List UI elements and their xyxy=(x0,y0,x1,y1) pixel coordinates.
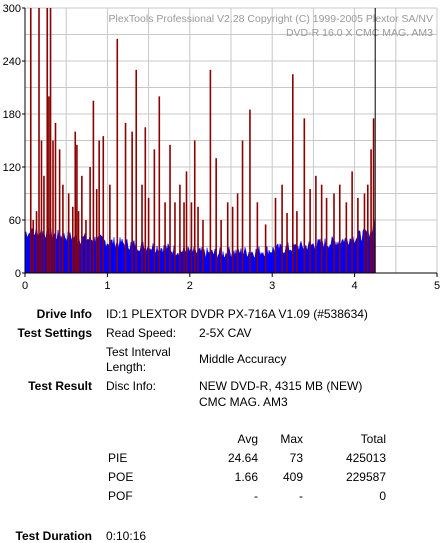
row-pie-name: PIE xyxy=(108,451,128,465)
watermark-line: DVD-R 16.0 X CMC MAG. AM3 xyxy=(286,27,433,39)
test-duration-label: Test Duration xyxy=(15,529,92,543)
y-tick-labels: 0 60 120 180 240 300 xyxy=(3,3,21,280)
x-tick-label: 5 xyxy=(434,280,440,292)
chart-axes xyxy=(22,7,438,277)
x-tick-label: 1 xyxy=(104,280,110,292)
error-chart: PlexTools Professional V2.28 Copyright (… xyxy=(3,3,440,292)
x-tick-label: 2 xyxy=(187,280,193,292)
col-header-max: Max xyxy=(280,432,303,446)
y-tick-label: 120 xyxy=(3,162,21,174)
test-settings-label: Test Settings xyxy=(17,326,92,340)
col-header-total: Total xyxy=(360,432,386,446)
x-tick-label: 0 xyxy=(22,280,28,292)
interval-label-line1: Test Interval xyxy=(106,345,171,359)
read-speed-value: 2-5X CAV xyxy=(199,326,252,340)
row-pie-avg: 24.64 xyxy=(227,451,258,465)
read-speed-label: Read Speed: xyxy=(106,326,177,340)
test-result-label: Test Result xyxy=(28,379,92,393)
drive-info-value: ID:1 PLEXTOR DVDR PX-716A V1.09 (#538634… xyxy=(106,307,368,321)
interval-label-line2: Length: xyxy=(106,360,147,374)
row-poe-total: 229587 xyxy=(345,470,386,484)
chart-grid xyxy=(24,7,438,274)
row-pof-total: 0 xyxy=(379,489,386,503)
row-poe-name: POE xyxy=(108,470,134,484)
test-duration-value: 0:10:16 xyxy=(106,529,147,543)
row-pie-total: 425013 xyxy=(345,451,386,465)
disc-info-value-line1: NEW DVD-R, 4315 MB (NEW) xyxy=(199,379,363,393)
y-tick-label: 240 xyxy=(3,56,21,68)
row-pof-name: POF xyxy=(108,489,133,503)
x-tick-label: 3 xyxy=(269,280,275,292)
disc-info-label: Disc Info: xyxy=(106,379,157,393)
x-tick-label: 4 xyxy=(352,280,358,292)
row-poe-avg: 1.66 xyxy=(234,470,258,484)
watermark-line: PlexTools Professional V2.28 Copyright (… xyxy=(109,13,434,25)
y-tick-label: 180 xyxy=(3,109,21,121)
y-tick-label: 300 xyxy=(3,3,21,15)
interval-value: Middle Accuracy xyxy=(199,352,287,366)
col-header-avg: Avg xyxy=(237,432,258,446)
y-tick-label: 60 xyxy=(9,215,21,227)
row-pof-avg: - xyxy=(254,489,258,503)
row-poe-max: 409 xyxy=(282,470,303,484)
disc-info-value-line2: CMC MAG. AM3 xyxy=(199,395,288,409)
row-pof-max: - xyxy=(299,489,303,503)
x-tick-labels: 0 1 2 3 4 5 xyxy=(22,280,440,292)
poe-series xyxy=(29,8,375,273)
y-tick-label: 0 xyxy=(15,268,21,280)
row-pie-max: 73 xyxy=(289,451,303,465)
chart-watermark: PlexTools Professional V2.28 Copyright (… xyxy=(109,13,434,39)
drive-info-label: Drive Info xyxy=(36,307,92,321)
